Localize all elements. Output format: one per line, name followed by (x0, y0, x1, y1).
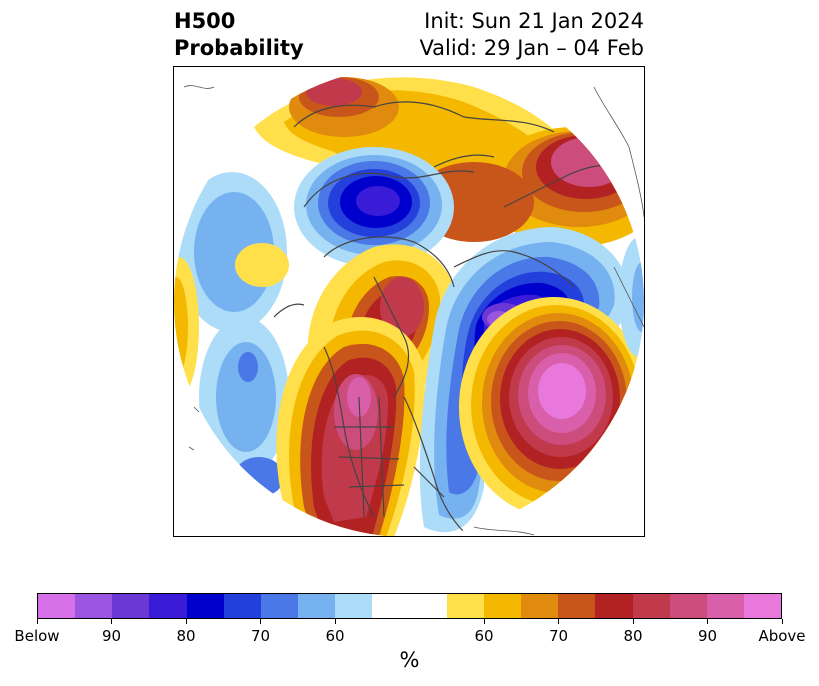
map-title: H500 Probability (174, 8, 304, 62)
colorbar-tick-label: 60 (474, 627, 494, 645)
colorbar-segment (298, 594, 336, 618)
probability-field (174, 67, 644, 536)
anomaly-above-atlantic (459, 297, 644, 517)
colorbar-tick-mark (36, 619, 38, 624)
valid-date-label: Valid: 29 Jan – 04 Feb (419, 36, 644, 60)
colorbar-tick-mark (632, 619, 634, 624)
colorbar-segment (112, 594, 150, 618)
colorbar-tick-label: 80 (176, 627, 196, 645)
colorbar-tick-label: Below (14, 627, 60, 645)
colorbar-segment (223, 594, 261, 618)
anomaly-above-small (235, 243, 289, 287)
colorbar-segment (186, 594, 224, 618)
colorbar-tick-mark (260, 619, 261, 624)
colorbar-segment (669, 594, 707, 618)
colorbar-segment (335, 594, 373, 618)
colorbar-segment (75, 594, 113, 618)
colorbar-segment (409, 594, 447, 618)
colorbar-tick-mark (707, 619, 708, 624)
colorbar-segment (706, 594, 744, 618)
colorbar-tick-mark (111, 619, 112, 624)
coastlines (273, 101, 625, 533)
date-info: Init: Sun 21 Jan 2024 Valid: 29 Jan – 04… (419, 8, 644, 62)
colorbar (37, 593, 782, 619)
colorbar-tick-label: 70 (548, 627, 569, 645)
colorbar-segment (595, 594, 633, 618)
polar-map-svg (174, 67, 644, 536)
colorbar-tick-label: 90 (101, 627, 122, 645)
outer-coastlines (183, 85, 644, 536)
colorbar-tick-label: 70 (250, 627, 271, 645)
colorbar-segment (149, 594, 187, 618)
colorbar-tick-label: 60 (325, 627, 345, 645)
colorbar-segment (260, 594, 299, 618)
colorbar-segment (743, 594, 782, 618)
anomaly-below-southwest (199, 317, 289, 497)
colorbar-segment (372, 594, 410, 618)
colorbar-segment (521, 594, 559, 618)
colorbar-tick-mark (558, 619, 559, 624)
colorbar-tick-label: Above (758, 627, 806, 645)
colorbar-tick-mark (483, 619, 485, 624)
colorbar-unit-label: % (399, 648, 420, 672)
probability-map (173, 66, 645, 537)
colorbar-tick-label: 90 (697, 627, 718, 645)
title-line-1: H500 (174, 9, 236, 33)
init-date-label: Init: Sun 21 Jan 2024 (424, 9, 644, 33)
colorbar-segment (38, 594, 76, 618)
colorbar-segment (632, 594, 670, 618)
title-line-2: Probability (174, 36, 304, 60)
colorbar-segment (446, 594, 484, 618)
colorbar-tick-mark (334, 619, 336, 624)
colorbar-tick-label: 80 (623, 627, 643, 645)
colorbar-segment (483, 594, 522, 618)
colorbar-tick-mark (781, 619, 783, 624)
colorbar-tick-mark (185, 619, 187, 624)
colorbar-segment (558, 594, 596, 618)
anomaly-below-north (294, 147, 454, 267)
